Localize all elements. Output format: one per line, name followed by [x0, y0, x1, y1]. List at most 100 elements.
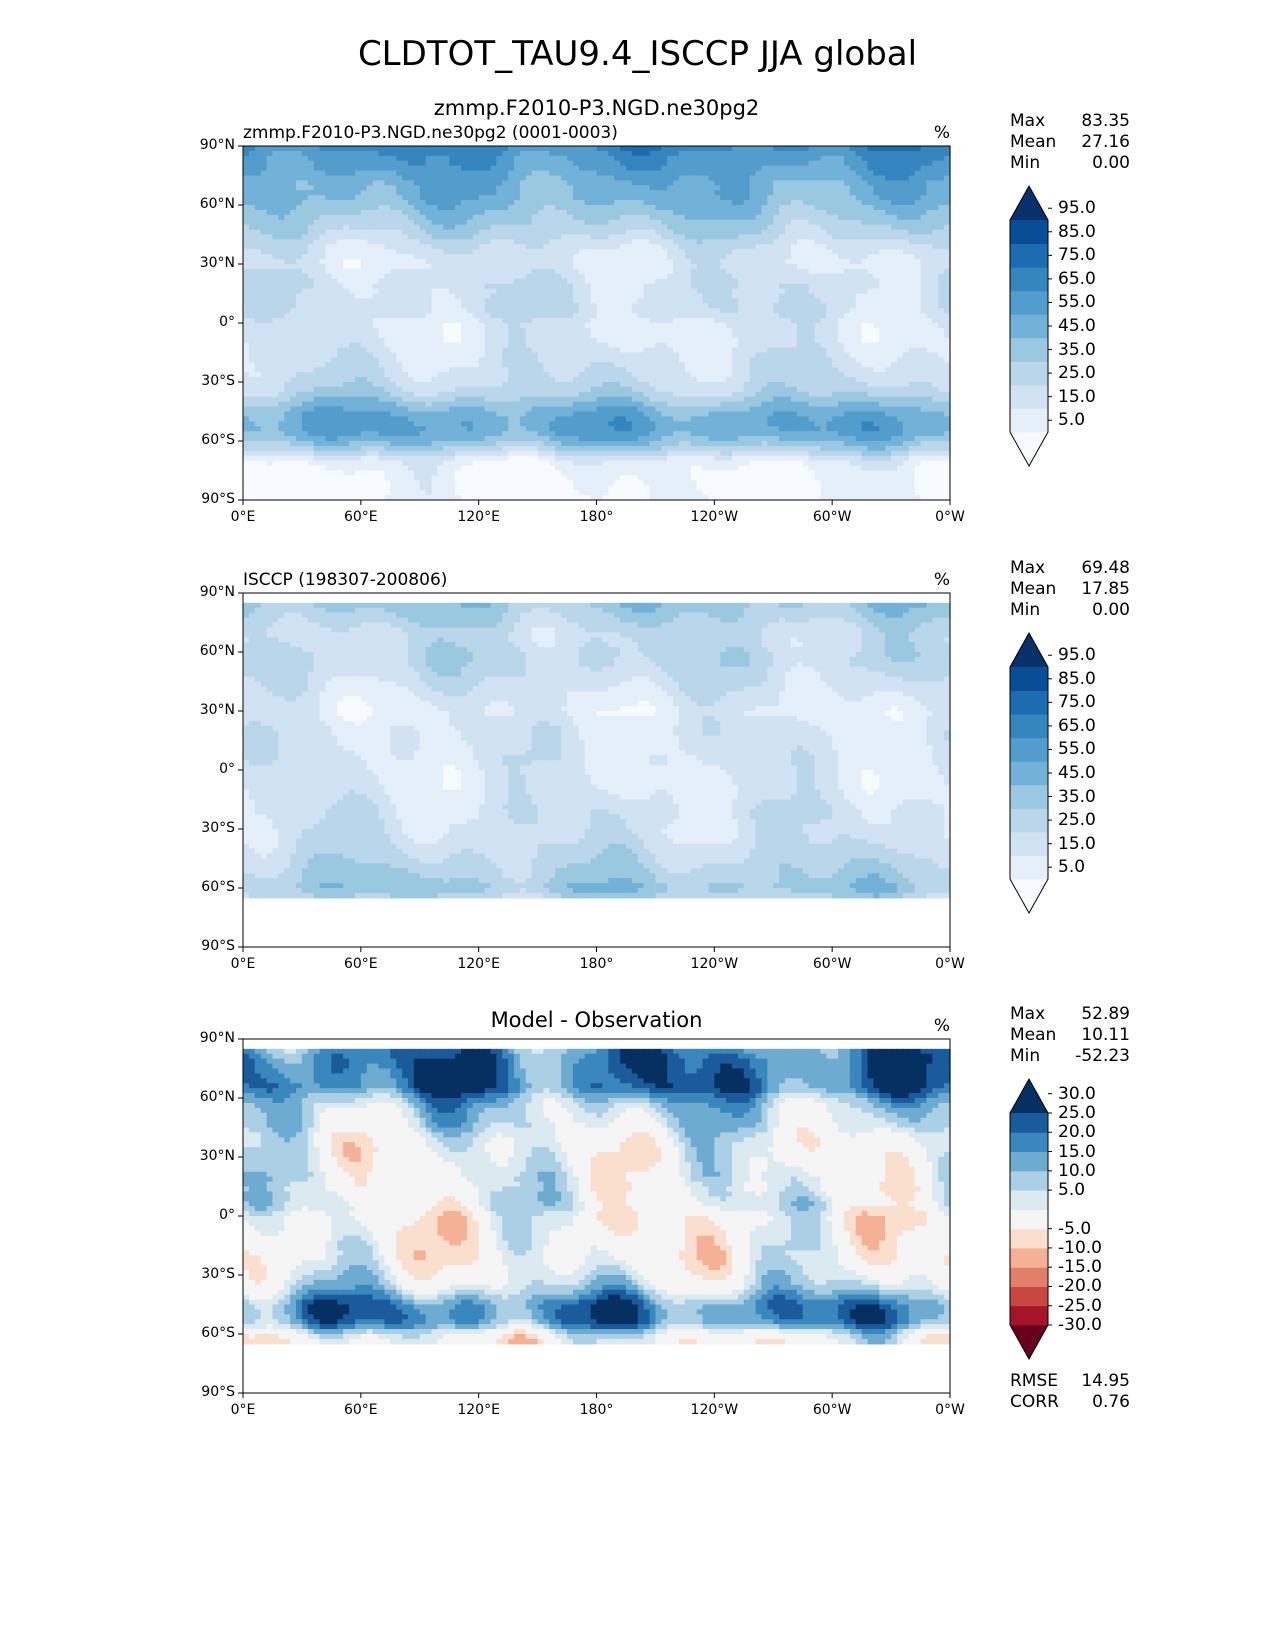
- map-cell: [543, 170, 550, 177]
- map-cell: [761, 332, 768, 339]
- map-cell: [354, 180, 362, 186]
- map-cell: [278, 155, 285, 162]
- map-cell: [313, 249, 321, 255]
- map-cell: [938, 170, 945, 177]
- map-cell: [296, 278, 303, 285]
- map-cell: [254, 239, 262, 245]
- map-cell: [926, 303, 933, 309]
- map-cell: [602, 155, 609, 162]
- map-cell: [631, 195, 639, 201]
- map-cell: [620, 293, 627, 300]
- map-cell: [779, 175, 786, 182]
- map-cell: [602, 318, 609, 324]
- map-cell: [867, 259, 875, 265]
- map-cell: [643, 337, 651, 344]
- map-cell: [790, 234, 798, 241]
- map-cell: [525, 332, 533, 339]
- map-cell: [902, 229, 910, 236]
- map-cell: [891, 146, 898, 152]
- map-cell: [260, 337, 268, 344]
- map-cell: [867, 160, 875, 167]
- map-cell: [843, 214, 851, 221]
- map-cell: [779, 293, 786, 300]
- map-cell: [266, 160, 274, 167]
- map-cell: [873, 150, 880, 157]
- map-cell: [661, 318, 668, 324]
- map-cell: [419, 244, 427, 250]
- map-cell: [543, 318, 550, 324]
- map-cell: [484, 214, 492, 221]
- map-cell: [413, 214, 421, 221]
- map-cell: [631, 288, 639, 295]
- map-cell: [849, 219, 857, 226]
- map-cell: [331, 239, 338, 245]
- map-cell: [779, 200, 786, 206]
- map-cell: [820, 205, 827, 211]
- map-cell: [437, 146, 444, 152]
- map-cell: [749, 224, 757, 231]
- map-cell: [620, 234, 627, 241]
- map-cell: [749, 205, 757, 211]
- map-cell: [260, 254, 268, 260]
- map-cell: [514, 175, 521, 182]
- map-cell: [248, 313, 256, 319]
- map-cell: [378, 249, 385, 255]
- map-cell: [814, 332, 821, 339]
- map-cell: [455, 332, 462, 339]
- map-cell: [773, 327, 780, 334]
- map-cell: [407, 293, 415, 300]
- map-cell: [455, 268, 462, 275]
- map-cell: [266, 254, 274, 260]
- map-cell: [443, 323, 450, 329]
- map-cell: [743, 185, 751, 191]
- map-cell: [254, 234, 262, 241]
- map-cell: [920, 323, 928, 329]
- map-cell: [867, 318, 875, 324]
- map-cell: [932, 170, 939, 177]
- map-cell: [737, 224, 745, 231]
- map-cell: [337, 165, 344, 172]
- map-cell: [455, 200, 462, 206]
- map-cell: [543, 283, 550, 290]
- map-cell: [655, 214, 662, 221]
- map-cell: [861, 219, 869, 226]
- map-cell: [843, 165, 851, 172]
- map-cell: [425, 155, 433, 162]
- map-cell: [514, 308, 521, 314]
- map-cell: [879, 209, 886, 216]
- map-cell: [290, 273, 297, 280]
- map-cell: [661, 185, 668, 191]
- map-cell: [708, 244, 715, 250]
- map-cell: [808, 155, 816, 162]
- map-cell: [678, 298, 686, 304]
- map-cell: [802, 190, 810, 196]
- map-cell: [555, 273, 562, 280]
- map-cell: [596, 268, 603, 275]
- map-cell: [625, 180, 633, 186]
- map-cell: [514, 273, 521, 280]
- map-cell: [920, 224, 928, 231]
- map-cell: [596, 200, 603, 206]
- map-cell: [785, 239, 792, 245]
- map-cell: [243, 347, 250, 354]
- map-cell: [378, 278, 385, 285]
- map-cell: [354, 200, 362, 206]
- map-cell: [384, 337, 391, 344]
- map-cell: [378, 146, 385, 152]
- map-cell: [673, 313, 680, 319]
- map-cell: [737, 332, 745, 339]
- map-cell: [455, 273, 462, 280]
- map-cell: [514, 264, 521, 270]
- map-cell: [726, 268, 733, 275]
- map-cell: [720, 150, 727, 157]
- map-cell: [519, 175, 527, 182]
- map-cell: [301, 318, 309, 324]
- map-cell: [266, 155, 274, 162]
- map-cell: [378, 308, 385, 314]
- map-cell: [637, 150, 645, 157]
- map-cell: [349, 318, 356, 324]
- map-cell: [832, 229, 839, 236]
- map-cell: [472, 200, 480, 206]
- map-cell: [885, 195, 892, 201]
- map-cell: [319, 244, 327, 250]
